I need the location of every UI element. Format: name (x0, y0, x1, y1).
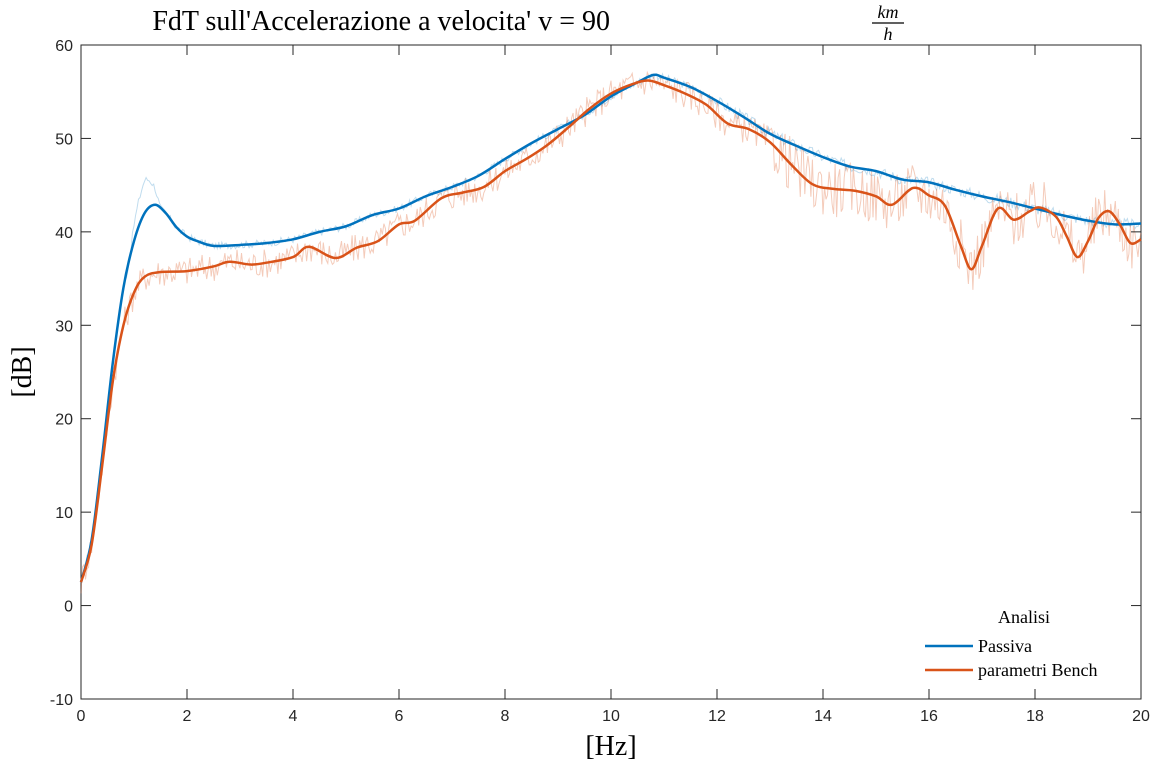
y-tick-label: 10 (55, 505, 73, 522)
x-tick-label: 12 (708, 708, 726, 725)
x-tick-label: 18 (1026, 708, 1044, 725)
x-tick-label: 0 (77, 708, 86, 725)
plot-area (80, 44, 1142, 700)
series-line-1 (79, 79, 1142, 583)
legend-label-parametri-bench: parametri Bench (978, 660, 1097, 680)
x-tick-label: 8 (501, 708, 510, 725)
raw-traces (80, 70, 1142, 594)
x-axis-title: [Hz] (585, 731, 636, 762)
x-tick-label: 10 (602, 708, 620, 725)
raw-trace-0 (80, 72, 1142, 580)
series-line-0 (79, 73, 1142, 583)
chart-title-text: FdT sull'Accelerazione a velocita' v = 9… (152, 6, 610, 37)
raw-trace-1 (80, 70, 1142, 594)
y-tick-label: 0 (64, 599, 73, 616)
y-tick-label: 20 (55, 412, 73, 429)
x-tick-label: 20 (1132, 708, 1150, 725)
x-tick-label: 2 (183, 708, 192, 725)
x-tick-label: 16 (920, 708, 938, 725)
y-tick-label: 30 (55, 318, 73, 335)
legend: Analisi Passiva parametri Bench (925, 607, 1097, 680)
legend-label-passiva: Passiva (978, 636, 1032, 656)
y-tick-label: 60 (55, 38, 73, 55)
legend-title: Analisi (998, 607, 1050, 627)
title-fraction-numerator: km (878, 2, 899, 22)
y-axis: -10 0 10 20 30 40 50 60 (50, 38, 1141, 709)
series-group (79, 73, 1142, 583)
x-tick-label: 6 (395, 708, 404, 725)
x-tick-label: 4 (289, 708, 298, 725)
y-tick-label: 40 (55, 225, 73, 242)
chart-title: FdT sull'Accelerazione a velocita' v = 9… (152, 2, 904, 44)
x-axis: 0 2 4 6 8 10 12 14 16 18 20 (77, 45, 1150, 725)
x-tick-label: 14 (814, 708, 832, 725)
y-tick-label: 50 (55, 131, 73, 148)
y-axis-title: [dB] (7, 346, 38, 397)
y-tick-label: -10 (50, 692, 73, 709)
title-fraction-denominator: h (884, 24, 893, 44)
